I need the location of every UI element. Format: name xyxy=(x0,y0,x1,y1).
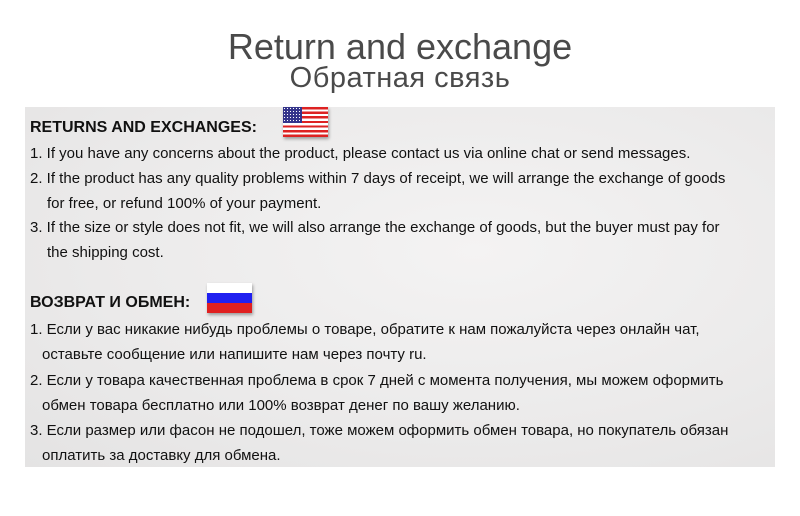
english-heading: RETURNS AND EXCHANGES: xyxy=(30,119,257,136)
russia-flag-icon xyxy=(207,283,252,313)
russian-line: оставьте сообщение или напишите нам чере… xyxy=(42,346,427,363)
russian-line: обмен товара бесплатно или 100% возврат … xyxy=(42,397,520,414)
russian-line: 2. Если у товара качественная проблема в… xyxy=(30,372,724,389)
english-line: 1. If you have any concerns about the pr… xyxy=(30,145,691,162)
russian-line: оплатить за доставку для обмена. xyxy=(42,447,281,464)
english-line: for free, or refund 100% of your payment… xyxy=(47,195,322,212)
english-line: 2. If the product has any quality proble… xyxy=(30,170,726,187)
english-line: 3. If the size or style does not fit, we… xyxy=(30,219,720,236)
page-title: Return and exchange xyxy=(227,26,573,67)
russian-heading: ВОЗВРАТ И ОБМЕН: xyxy=(30,294,191,311)
russian-line: 3. Если размер или фасон не подошел, тож… xyxy=(30,422,729,439)
russian-line: 1. Если у вас никакие нибудь проблемы о … xyxy=(30,321,700,338)
english-line: the shipping cost. xyxy=(47,244,164,261)
page-subtitle: Обратная связь xyxy=(289,62,511,94)
us-flag-icon xyxy=(283,107,328,137)
content-panel xyxy=(25,107,775,467)
